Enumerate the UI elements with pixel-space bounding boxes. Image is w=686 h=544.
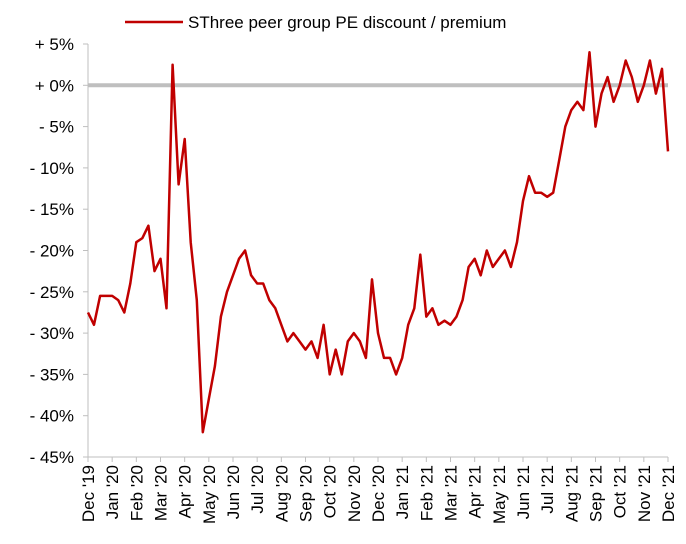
y-tick-label: - 25% bbox=[30, 283, 74, 302]
y-tick-label: - 45% bbox=[30, 448, 74, 467]
x-tick-label: Jul '21 bbox=[538, 465, 557, 514]
y-tick-label: - 35% bbox=[30, 365, 74, 384]
x-tick-label: Oct '20 bbox=[321, 465, 340, 518]
x-tick-label: Sep '21 bbox=[587, 465, 606, 522]
x-tick-label: Jan '21 bbox=[393, 465, 412, 519]
x-tick-label: Apr '20 bbox=[176, 465, 195, 518]
x-tick-label: Aug '20 bbox=[272, 465, 291, 522]
x-tick-label: Mar '21 bbox=[442, 465, 461, 521]
x-tick-label: Jan '20 bbox=[103, 465, 122, 519]
y-tick-label: - 20% bbox=[30, 242, 74, 261]
y-tick-label: - 5% bbox=[39, 118, 74, 137]
y-tick-label: + 0% bbox=[35, 76, 74, 95]
x-tick-label: May '21 bbox=[490, 465, 509, 524]
x-tick-label: Nov '21 bbox=[635, 465, 654, 522]
y-tick-label: - 40% bbox=[30, 407, 74, 426]
x-tick-label: Sep '20 bbox=[297, 465, 316, 522]
x-tick-label: Feb '20 bbox=[127, 465, 146, 521]
x-tick-label: Feb '21 bbox=[417, 465, 436, 521]
x-tick-label: Dec '19 bbox=[79, 465, 98, 522]
x-tick-label: May '20 bbox=[200, 465, 219, 524]
x-tick-label: Jul '20 bbox=[248, 465, 267, 514]
y-tick-label: + 5% bbox=[35, 35, 74, 54]
x-tick-label: Nov '20 bbox=[345, 465, 364, 522]
x-tick-label: Dec '20 bbox=[369, 465, 388, 522]
x-tick-label: Jun '20 bbox=[224, 465, 243, 519]
line-series bbox=[86, 51, 670, 434]
x-tick-label: Apr '21 bbox=[466, 465, 485, 518]
legend-label: SThree peer group PE discount / premium bbox=[188, 13, 506, 32]
y-tick-label: - 30% bbox=[30, 324, 74, 343]
y-tick-label: - 15% bbox=[30, 200, 74, 219]
x-tick-label: Mar '20 bbox=[152, 465, 171, 521]
x-tick-label: Aug '21 bbox=[562, 465, 581, 522]
x-tick-label: Dec '21 bbox=[659, 465, 678, 522]
x-tick-label: Jun '21 bbox=[514, 465, 533, 519]
x-tick-label: Oct '21 bbox=[611, 465, 630, 518]
y-tick-label: - 10% bbox=[30, 159, 74, 178]
